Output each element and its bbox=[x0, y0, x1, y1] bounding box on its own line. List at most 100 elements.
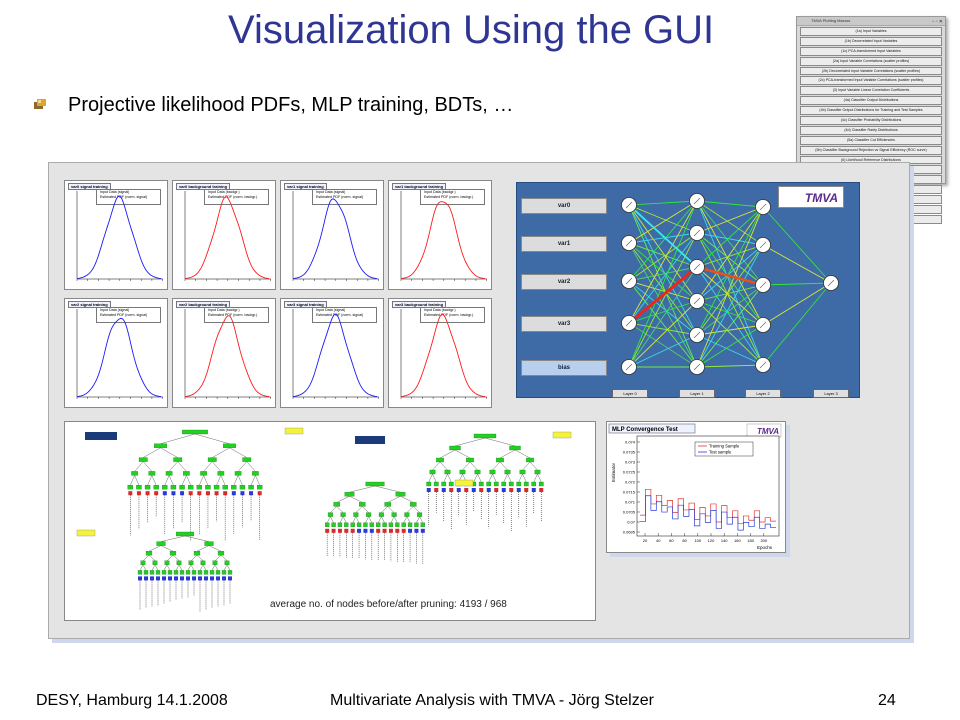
y-tick-label: 0.0705 bbox=[623, 510, 636, 515]
pdf-plot: var3 background training Input Data (back… bbox=[388, 298, 492, 408]
tree-node bbox=[516, 481, 522, 487]
window-controls[interactable]: ▫ ▫ ✕ bbox=[932, 19, 943, 25]
x-tick-label: 20 bbox=[643, 538, 648, 543]
plotting-macros-window: TMVA Plotting Macros ▫ ▫ ✕ (1a) Input Va… bbox=[796, 16, 946, 224]
tree-node bbox=[149, 570, 155, 575]
menu-item[interactable]: (2c) PCA-transformed Input Variable Corr… bbox=[800, 76, 942, 86]
menu-item[interactable]: (1a) Input Variables bbox=[800, 27, 942, 36]
tree-node bbox=[239, 485, 246, 490]
tree-node bbox=[409, 502, 417, 507]
tree-node bbox=[185, 570, 191, 575]
legend-entry-data: Input Data (backgr.) bbox=[208, 308, 240, 312]
tree-node bbox=[204, 541, 214, 546]
menu-item[interactable]: (5a) Classifier Cut Efficiencies bbox=[800, 135, 942, 145]
tree-node bbox=[459, 469, 466, 475]
x-tick-label: 140 bbox=[721, 538, 728, 543]
tree-node bbox=[382, 522, 387, 527]
menu-item[interactable]: (3) Input Variable Linear Correlation Co… bbox=[800, 86, 942, 96]
menu-item[interactable]: (4d) Classifier Rarity Distributions bbox=[800, 125, 942, 135]
legend-entry-data: Input Data (backgr.) bbox=[208, 190, 240, 194]
tree-node bbox=[523, 481, 529, 487]
tree-node bbox=[519, 469, 526, 475]
bullet-text: Projective likelihood PDFs, MLP training… bbox=[68, 94, 514, 116]
tree-node bbox=[155, 570, 161, 575]
pdf-plot-title: var3 background training bbox=[392, 301, 447, 308]
menu-item[interactable]: (4b) Classifier Output Distributions for… bbox=[800, 106, 942, 116]
pdf-plot-legend: Input Data (signal) Estimated PDF (norm. … bbox=[96, 307, 161, 323]
y-tick-label: 0.073 bbox=[625, 460, 636, 465]
window-titlebar[interactable]: TMVA Plotting Macros ▫ ▫ ✕ bbox=[797, 17, 945, 26]
tree-node bbox=[222, 485, 228, 490]
convergence-chart: MLP Convergence Test TMVA Estimator Epoc… bbox=[608, 423, 782, 550]
tree-node bbox=[231, 485, 237, 490]
tree-node bbox=[252, 471, 259, 476]
menu-item[interactable]: (2b) Decorrelated Input Variable Correla… bbox=[800, 66, 942, 76]
tree-node bbox=[145, 551, 153, 556]
pdf-plot-title: var0 signal training bbox=[68, 183, 111, 190]
tree-node bbox=[426, 481, 432, 487]
x-tick-label: 180 bbox=[747, 538, 754, 543]
footer-talk-title: Multivariate Analysis with TMVA - Jörg S… bbox=[330, 692, 654, 709]
pdf-plot-title: var2 background training bbox=[176, 301, 231, 308]
tree-node bbox=[182, 429, 208, 435]
tree-node bbox=[176, 560, 182, 565]
tree-node bbox=[200, 560, 206, 565]
menu-item[interactable]: (4a) Classifier Output Distributions bbox=[800, 96, 942, 106]
tree-node bbox=[407, 522, 413, 527]
tree-node bbox=[344, 522, 349, 527]
tree-node bbox=[209, 570, 215, 575]
convergence-xlabel: Epochs bbox=[757, 545, 773, 550]
pdf-plot-title: var1 background training bbox=[392, 183, 447, 190]
tree-node bbox=[188, 485, 194, 490]
menu-item[interactable]: (5b) Classifier Background Rejection vs … bbox=[800, 145, 942, 155]
tree-node bbox=[257, 485, 263, 490]
tree-node bbox=[358, 502, 366, 507]
x-tick-label: 80 bbox=[682, 538, 687, 543]
bullet-icon bbox=[34, 94, 46, 109]
tree-node bbox=[340, 512, 346, 517]
pdf-plot-legend: Input Data (backgr.) Estimated PDF (norm.… bbox=[204, 189, 269, 205]
pdf-plots-grid: var0 signal training Input Data (signal) E… bbox=[64, 180, 494, 412]
tree-node bbox=[165, 471, 173, 476]
tree-node bbox=[363, 522, 368, 527]
page-number: 24 bbox=[878, 692, 896, 709]
slide-title: Visualization Using the GUI bbox=[228, 8, 715, 52]
window-title: TMVA Plotting Macros bbox=[811, 18, 851, 23]
mlp-network-plot: var0 var1 var2 var3 bias Layer 0 Layer 1 Layer… bbox=[516, 182, 860, 398]
tree-node bbox=[365, 481, 385, 487]
bdt-trees-plot bbox=[64, 421, 596, 621]
legend-entry-data: Input Data (backgr.) bbox=[424, 308, 456, 312]
tree-node bbox=[188, 560, 194, 565]
tree-node bbox=[136, 485, 142, 490]
tree-node bbox=[444, 469, 451, 475]
y-tick-label: 0.0695 bbox=[623, 530, 636, 535]
tree-node bbox=[534, 469, 541, 475]
tree-node bbox=[200, 471, 207, 476]
menu-item[interactable]: (1b) Decorrelated Input Variables bbox=[800, 36, 942, 46]
pdf-plot: var3 signal training Input Data (signal) E… bbox=[280, 298, 384, 408]
input-variable-label: bias bbox=[521, 360, 607, 376]
tree-node bbox=[152, 560, 158, 565]
menu-item[interactable]: (4c) Classifier Probability Distribution… bbox=[800, 116, 942, 125]
tree-node bbox=[378, 512, 384, 517]
convergence-title: MLP Convergence Test bbox=[612, 427, 678, 433]
y-tick-label: 0.0715 bbox=[623, 490, 636, 495]
tree-node bbox=[224, 560, 230, 565]
tree-node bbox=[350, 522, 355, 527]
tree-node bbox=[156, 541, 166, 546]
legend-entry-pdf: Estimated PDF (norm. signal) bbox=[100, 313, 148, 317]
tree-node bbox=[333, 502, 341, 507]
tree-node bbox=[531, 481, 537, 487]
tree-node bbox=[420, 522, 425, 527]
y-tick-label: 0.0735 bbox=[623, 450, 636, 455]
menu-item[interactable]: (1c) PCA-transformed Input Variables bbox=[800, 46, 942, 56]
y-tick-label: 0.072 bbox=[625, 480, 636, 485]
input-variable-label: var3 bbox=[521, 316, 607, 332]
layer-label: Layer 1 bbox=[679, 389, 715, 398]
footer-venue: DESY, Hamburg 14.1.2008 bbox=[36, 692, 228, 709]
menu-item[interactable]: (2a) Input Variable Correlations (scatte… bbox=[800, 56, 942, 66]
pdf-plot: var2 background training Input Data (back… bbox=[172, 298, 276, 408]
pdf-plot: var1 background training Input Data (back… bbox=[388, 180, 492, 290]
tree-node bbox=[179, 485, 185, 490]
convergence-ylabel: Estimator bbox=[611, 462, 616, 482]
